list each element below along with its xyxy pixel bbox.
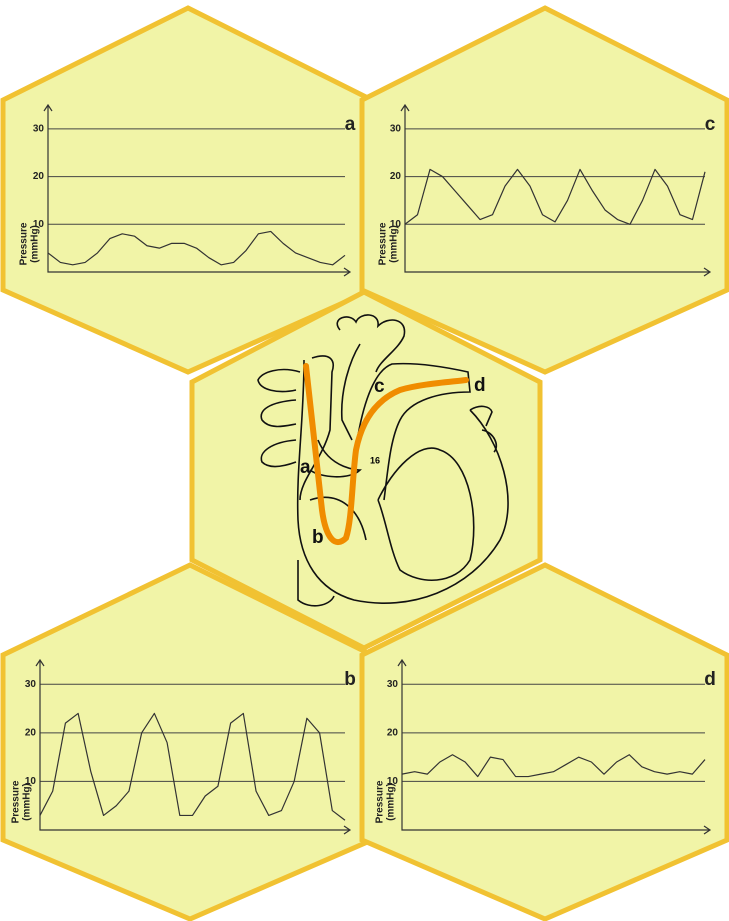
heart-label: a (300, 457, 311, 478)
y-axis-label: (mmHg) (22, 783, 33, 821)
y-tick-label: 20 (25, 727, 37, 738)
y-axis-label: Pressure (19, 222, 30, 265)
y-tick-label: 20 (387, 727, 399, 738)
y-tick-label: 20 (390, 171, 402, 182)
panel-letter: a (345, 114, 356, 135)
y-tick-label: 30 (387, 679, 399, 690)
y-axis-label: Pressure (378, 222, 389, 265)
heart-label: d (474, 375, 486, 396)
y-tick-label: 30 (390, 123, 402, 134)
y-axis-label: (mmHg) (386, 783, 397, 821)
y-axis-label: (mmHg) (30, 225, 41, 263)
y-tick-label: 20 (33, 171, 45, 182)
diagram: a b c d 16 102030aPressure(mmHg)102030cP… (0, 0, 729, 921)
heart-label: b (312, 527, 324, 548)
heart-label: 16 (370, 455, 380, 465)
panel-letter: b (344, 669, 356, 690)
y-axis-label: Pressure (11, 780, 22, 823)
heart-label: c (374, 376, 385, 397)
y-tick-label: 30 (25, 679, 37, 690)
y-axis-label: (mmHg) (389, 225, 400, 263)
y-axis-label: Pressure (375, 780, 386, 823)
y-tick-label: 30 (33, 123, 45, 134)
panel-letter: c (705, 114, 716, 135)
panel-letter: d (704, 669, 716, 690)
